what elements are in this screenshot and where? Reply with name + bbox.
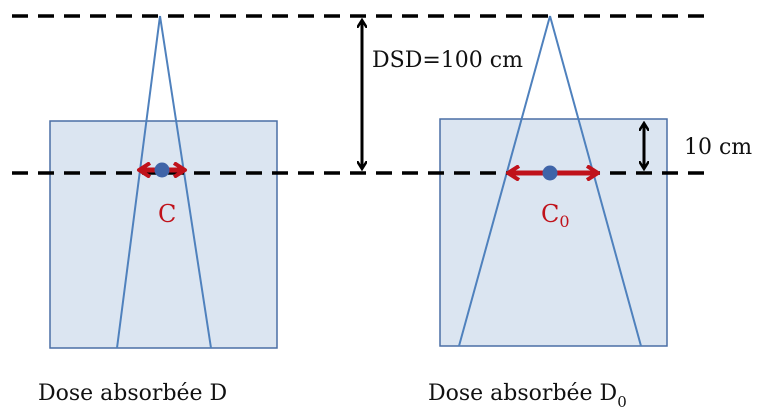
beam-right — [458, 15, 642, 347]
point-c0-label: C0 — [541, 200, 570, 231]
caption-right-base: Dose absorbée D — [428, 381, 617, 406]
dsd-label: DSD=100 cm — [372, 48, 523, 73]
caption-right: Dose absorbée D0 — [428, 381, 627, 411]
phantom-left — [49, 120, 278, 349]
point-c0 — [542, 165, 558, 181]
caption-left: Dose absorbée D — [38, 381, 227, 406]
phantom-right — [439, 118, 668, 347]
point-c0-label-sub: 0 — [559, 212, 569, 231]
point-c — [154, 162, 170, 178]
caption-right-sub: 0 — [617, 393, 627, 411]
beam-left — [116, 15, 212, 349]
depth-label: 10 cm — [684, 135, 752, 160]
point-c-label: C — [158, 200, 176, 228]
point-c0-label-base: C — [541, 200, 559, 228]
